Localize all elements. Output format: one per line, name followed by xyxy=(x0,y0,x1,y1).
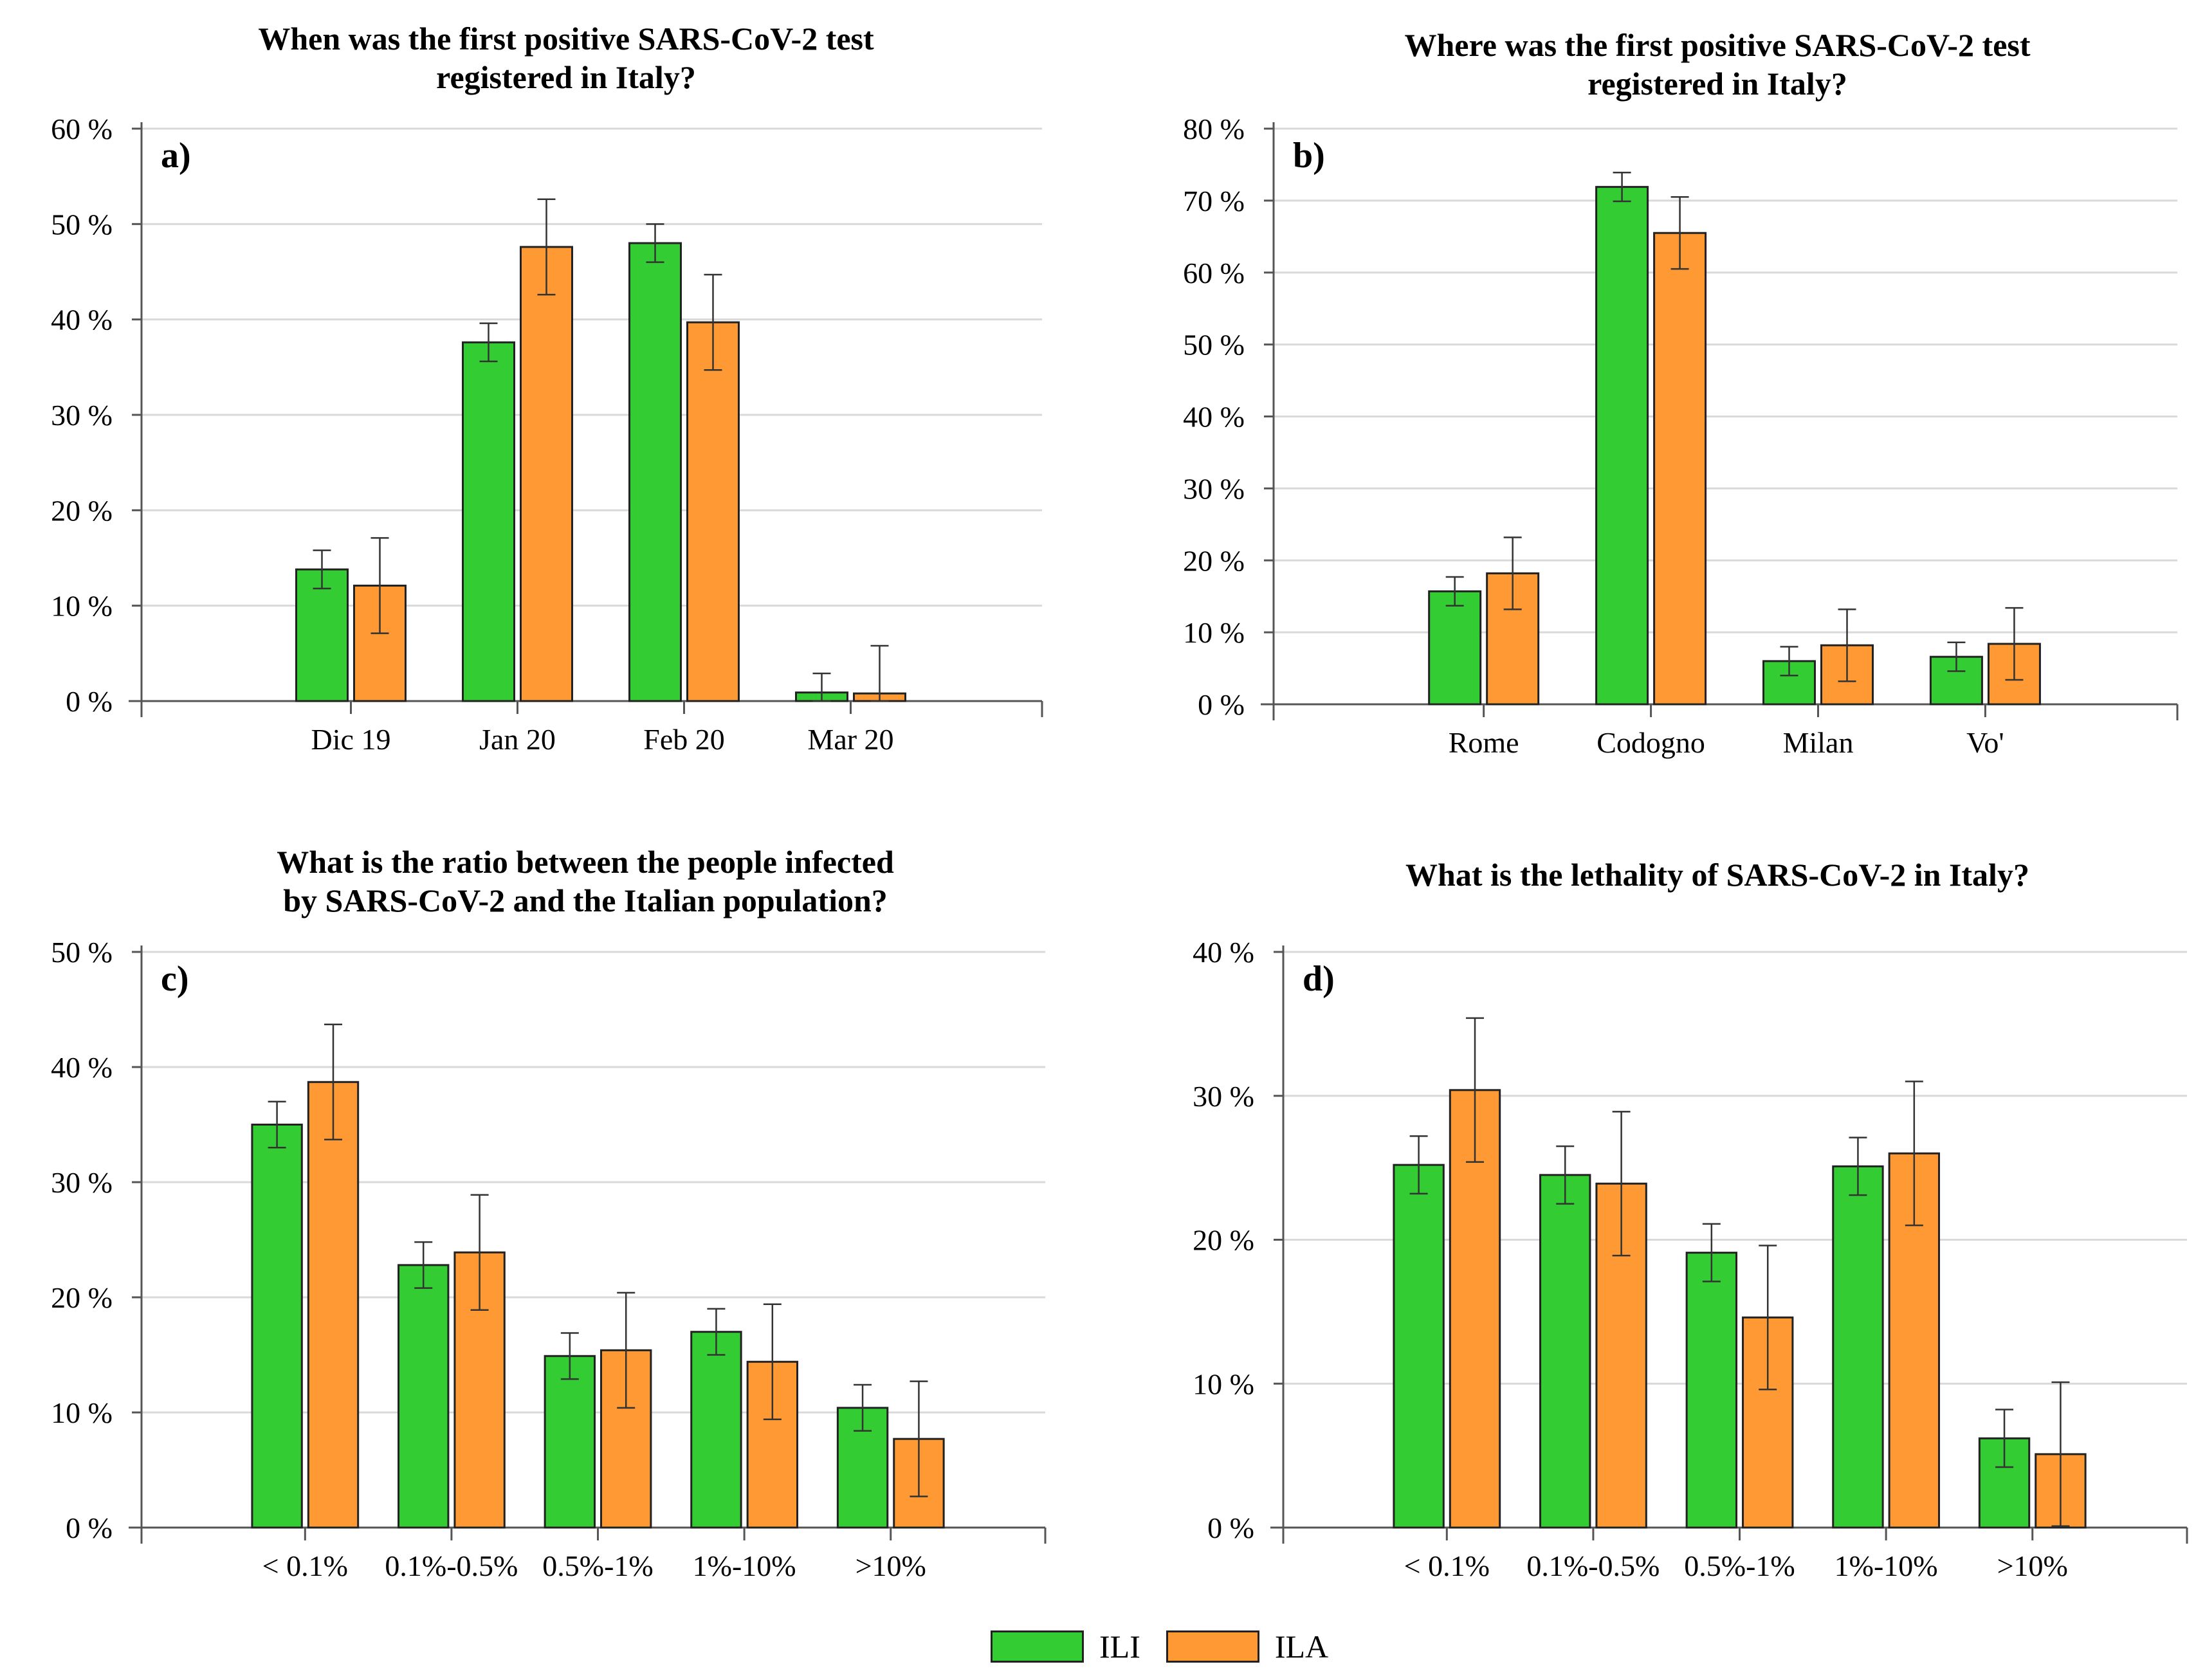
x-tick-label-b-2: Milan xyxy=(1783,726,1854,759)
bar-d-ili-2 xyxy=(1685,1252,1738,1529)
chart-title-b-line2: registered in Italy? xyxy=(1587,66,1847,102)
bar-c-ili-0 xyxy=(251,1124,303,1529)
x-tick-label-d-3: 1%-10% xyxy=(1834,1549,1938,1582)
chart-title-d-line1: What is the lethality of SARS-CoV-2 in I… xyxy=(1405,857,2029,893)
chart-panel-a: 0 % 10 % 20 % 30 % 40 % 50 % 60 % a) Dic 19 Jan 2… xyxy=(51,113,1043,756)
y-tick-label-b-5: 50 % xyxy=(1183,329,1245,361)
y-tick-label-b-6: 60 % xyxy=(1183,257,1245,289)
legend-item-ili: ILI xyxy=(991,1628,1140,1665)
y-tick-label-c-2: 20 % xyxy=(51,1281,113,1314)
y-tick-label-a-6: 60 % xyxy=(51,113,113,145)
bar-c-ili-1 xyxy=(398,1264,450,1529)
bar-a-ili-2 xyxy=(628,242,682,702)
legend: ILI ILA xyxy=(991,1621,1354,1672)
y-tick-label-b-7: 70 % xyxy=(1183,185,1245,217)
y-tick-label-b-3: 30 % xyxy=(1183,472,1245,505)
x-tick-label-a-3: Mar 20 xyxy=(807,723,893,756)
y-tick-label-d-2: 20 % xyxy=(1193,1224,1254,1257)
y-tick-label-d-1: 10 % xyxy=(1193,1367,1254,1400)
bar-c-ili-2 xyxy=(544,1355,596,1529)
x-tick-label-d-2: 0.5%-1% xyxy=(1684,1549,1795,1582)
chart-title-a-line2: registered in Italy? xyxy=(436,59,696,95)
chart-panel-c: 0 % 10 % 20 % 30 % 40 % 50 % c) < 0.1% 0.1%-0.5%… xyxy=(51,936,1047,1582)
panel-label-c: c) xyxy=(161,959,189,999)
chart-panel-d: 0 % 10 % 20 % 30 % 40 % d) < 0.1% 0.1%-0.5% 0.5%… xyxy=(1193,936,2188,1582)
y-tick-label-b-0: 0 % xyxy=(1198,688,1245,721)
chart-title-c: What is the ratio between the people inf… xyxy=(167,843,1003,920)
y-tick-label-b-8: 80 % xyxy=(1183,113,1245,145)
panel-label-d: d) xyxy=(1303,959,1335,999)
x-tick-label-a-0: Dic 19 xyxy=(311,723,391,756)
legend-item-ila: ILA xyxy=(1166,1628,1328,1665)
panel-label-a: a) xyxy=(161,136,191,176)
x-tick-label-d-1: 0.1%-0.5% xyxy=(1526,1549,1660,1582)
y-tick-label-a-3: 30 % xyxy=(51,399,113,432)
x-tick-label-c-4: >10% xyxy=(855,1549,926,1582)
panel-label-b: b) xyxy=(1293,136,1325,176)
y-tick-label-d-0: 0 % xyxy=(1207,1511,1254,1544)
x-tick-label-b-1: Codogno xyxy=(1597,726,1705,759)
y-tick-label-a-1: 10 % xyxy=(51,590,113,623)
bar-a-ili-1 xyxy=(462,341,515,702)
x-tick-label-b-0: Rome xyxy=(1449,726,1519,759)
bar-a-ila-2 xyxy=(686,321,740,702)
x-tick-label-c-3: 1%-10% xyxy=(693,1549,796,1582)
bar-a-ila-1 xyxy=(520,246,573,702)
x-tick-label-a-1: Jan 20 xyxy=(479,723,556,756)
chart-title-b: Where was the first positive SARS-CoV-2 … xyxy=(1312,26,2123,103)
y-tick-label-b-2: 20 % xyxy=(1183,544,1245,577)
bar-c-ili-3 xyxy=(690,1331,742,1529)
x-tick-label-d-4: >10% xyxy=(1997,1549,2068,1582)
y-tick-label-b-4: 40 % xyxy=(1183,401,1245,434)
x-tick-label-c-1: 0.1%-0.5% xyxy=(385,1549,518,1582)
x-tick-label-b-3: Vo' xyxy=(1966,726,2004,759)
chart-panel-b: 0 % 10 % 20 % 30 % 40 % 50 % 60 % 70 % 80 % b) Rom… xyxy=(1183,113,2179,759)
y-tick-label-c-1: 10 % xyxy=(51,1396,113,1429)
bar-d-ili-1 xyxy=(1539,1174,1591,1529)
chart-title-d: What is the lethality of SARS-CoV-2 in I… xyxy=(1299,855,2136,894)
bar-a-ili-0 xyxy=(295,568,349,702)
chart-title-c-line2: by SARS-CoV-2 and the Italian population… xyxy=(283,882,888,918)
legend-label-ili: ILI xyxy=(1099,1629,1140,1665)
x-tick-label-c-2: 0.5%-1% xyxy=(542,1549,653,1582)
x-tick-label-d-0: < 0.1% xyxy=(1404,1549,1490,1582)
chart-title-a-line1: When was the first positive SARS-CoV-2 t… xyxy=(258,21,874,57)
bar-d-ili-3 xyxy=(1832,1165,1884,1529)
legend-label-ila: ILA xyxy=(1274,1629,1329,1665)
x-tick-label-c-0: < 0.1% xyxy=(262,1549,348,1582)
chart-title-b-line1: Where was the first positive SARS-CoV-2 … xyxy=(1404,27,2031,63)
bar-d-ila-0 xyxy=(1449,1089,1501,1529)
y-tick-label-d-4: 40 % xyxy=(1193,936,1254,969)
chart-title-c-line1: What is the ratio between the people inf… xyxy=(277,844,894,880)
y-tick-label-a-2: 20 % xyxy=(51,494,113,527)
y-tick-label-b-1: 10 % xyxy=(1183,616,1245,649)
legend-swatch-ila xyxy=(1166,1630,1259,1663)
y-tick-label-a-0: 0 % xyxy=(66,685,113,718)
y-tick-label-c-5: 50 % xyxy=(51,936,113,969)
bar-d-ila-3 xyxy=(1888,1152,1941,1529)
chart-title-a: When was the first positive SARS-CoV-2 t… xyxy=(180,19,952,96)
bar-d-ili-0 xyxy=(1393,1164,1445,1529)
bar-b-ila-0 xyxy=(1486,572,1540,706)
y-tick-label-c-0: 0 % xyxy=(66,1511,113,1544)
y-tick-label-a-4: 40 % xyxy=(51,304,113,336)
y-tick-label-c-3: 30 % xyxy=(51,1166,113,1199)
x-tick-label-a-2: Feb 20 xyxy=(643,723,725,756)
legend-swatch-ili xyxy=(991,1630,1084,1663)
y-tick-label-d-3: 30 % xyxy=(1193,1080,1254,1113)
y-tick-label-a-5: 50 % xyxy=(51,208,113,241)
y-tick-label-c-4: 40 % xyxy=(51,1051,113,1084)
